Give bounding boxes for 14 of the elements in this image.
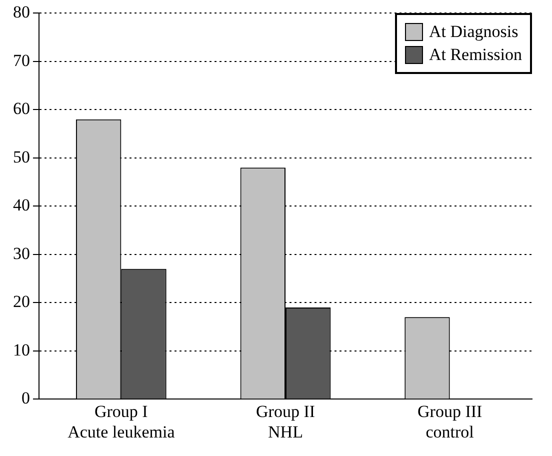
- y-tick-label: 50: [13, 147, 30, 166]
- y-tick-label: 10: [13, 340, 30, 360]
- y-tick-label: 80: [13, 2, 30, 22]
- x-tick-label: Group III control: [417, 402, 483, 442]
- y-tick-label: 0: [22, 388, 30, 408]
- y-tick-label: 30: [13, 244, 30, 263]
- y-tick-label: 70: [13, 50, 30, 70]
- legend-label: At Remission: [428, 45, 522, 66]
- x-tick-label: Group II NHL: [256, 402, 316, 442]
- y-tick-label: 40: [13, 196, 30, 215]
- x-tick-label: Group I Acute leukemia: [68, 402, 176, 442]
- y-tick-label: 20: [13, 292, 30, 312]
- y-tick-label: 60: [13, 99, 30, 118]
- legend-label: At Diagnosis: [428, 22, 518, 42]
